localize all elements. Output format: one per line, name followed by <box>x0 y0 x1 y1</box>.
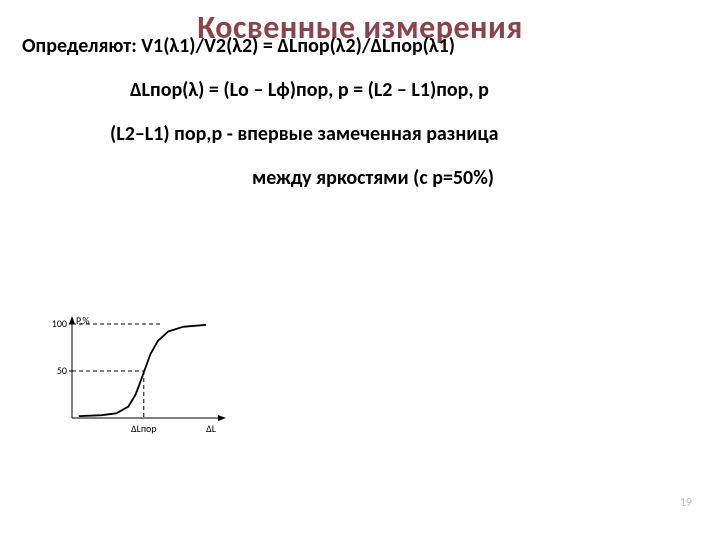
svg-text:50: 50 <box>57 364 67 377</box>
chart-svg: 100 50 P,% ∆Lпор ∆L <box>38 312 230 440</box>
psychometric-chart: 100 50 P,% ∆Lпор ∆L <box>38 312 230 440</box>
svg-text:P,%: P,% <box>76 314 90 327</box>
line-3: (L2–L1) пор,p - впервые замеченная разни… <box>22 112 698 156</box>
svg-text:100: 100 <box>52 317 67 330</box>
line-4: между яркостями (с p=50%) <box>22 156 698 200</box>
svg-text:∆Lпор: ∆Lпор <box>131 422 157 435</box>
svg-text:∆L: ∆L <box>206 422 217 435</box>
line-2: ∆Lпор(λ) = (Lо – Lф)пор, p = (L2 – L1)по… <box>22 68 698 112</box>
line-1: Определяют: V1(λ1)/V2(λ2) = ∆Lпор(λ2)/∆L… <box>22 24 698 68</box>
page-number: 19 <box>680 496 692 510</box>
slide-body: Определяют: V1(λ1)/V2(λ2) = ∆Lпор(λ2)/∆L… <box>22 24 698 200</box>
slide: Косвенные измерения Определяют: V1(λ1)/V… <box>0 0 720 540</box>
